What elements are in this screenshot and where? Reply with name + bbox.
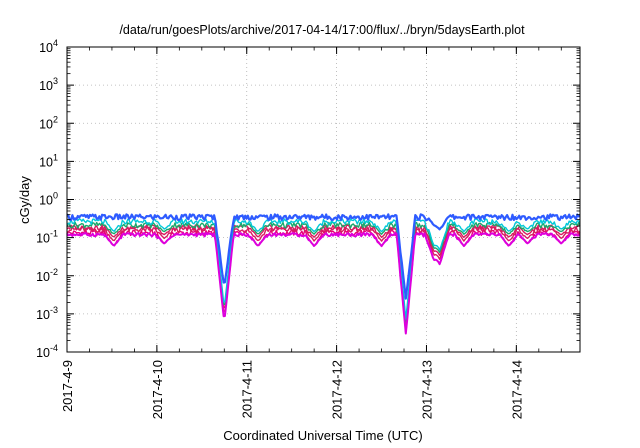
y-tick-label: 101 (39, 152, 58, 169)
series-line-1 (66, 229, 581, 335)
series-line-2 (66, 226, 581, 330)
data-series (66, 213, 581, 335)
x-axis: 2017-4-9 2017-4-10 2017-4-11 2017-4-12 2017-… (60, 47, 562, 419)
x-tick-label: 2017-4-13 (419, 360, 434, 419)
chart-title: /data/run/goesPlots/archive/2017-04-14/1… (119, 23, 525, 37)
x-tick-label: 2017-4-9 (60, 360, 75, 412)
series-line-4 (66, 221, 581, 323)
x-tick-label: 2017-4-11 (240, 360, 255, 418)
y-axis: 10-4 10-3 10-2 10-1 100 101 102 103 104 (36, 38, 580, 360)
y-axis-label: cGy/day (17, 176, 32, 224)
y-tick-label: 10-4 (36, 343, 58, 360)
series-line-6 (66, 213, 581, 300)
x-tick-label: 2017-4-14 (509, 360, 524, 419)
y-tick-label: 10-3 (36, 305, 58, 322)
x-tick-label: 2017-4-12 (330, 360, 345, 419)
y-tick-label: 104 (39, 38, 58, 55)
x-tick-label: 2017-4-10 (150, 360, 165, 419)
series-line-5 (66, 218, 581, 320)
y-tick-label: 102 (39, 114, 58, 131)
y-tick-label: 10-1 (36, 229, 58, 246)
series-line-7 (66, 232, 581, 335)
y-tick-label: 100 (39, 191, 58, 208)
y-tick-label: 103 (39, 76, 58, 93)
y-tick-label: 10-2 (36, 267, 58, 284)
grid (67, 47, 580, 352)
x-axis-label: Coordinated Universal Time (UTC) (223, 428, 422, 443)
